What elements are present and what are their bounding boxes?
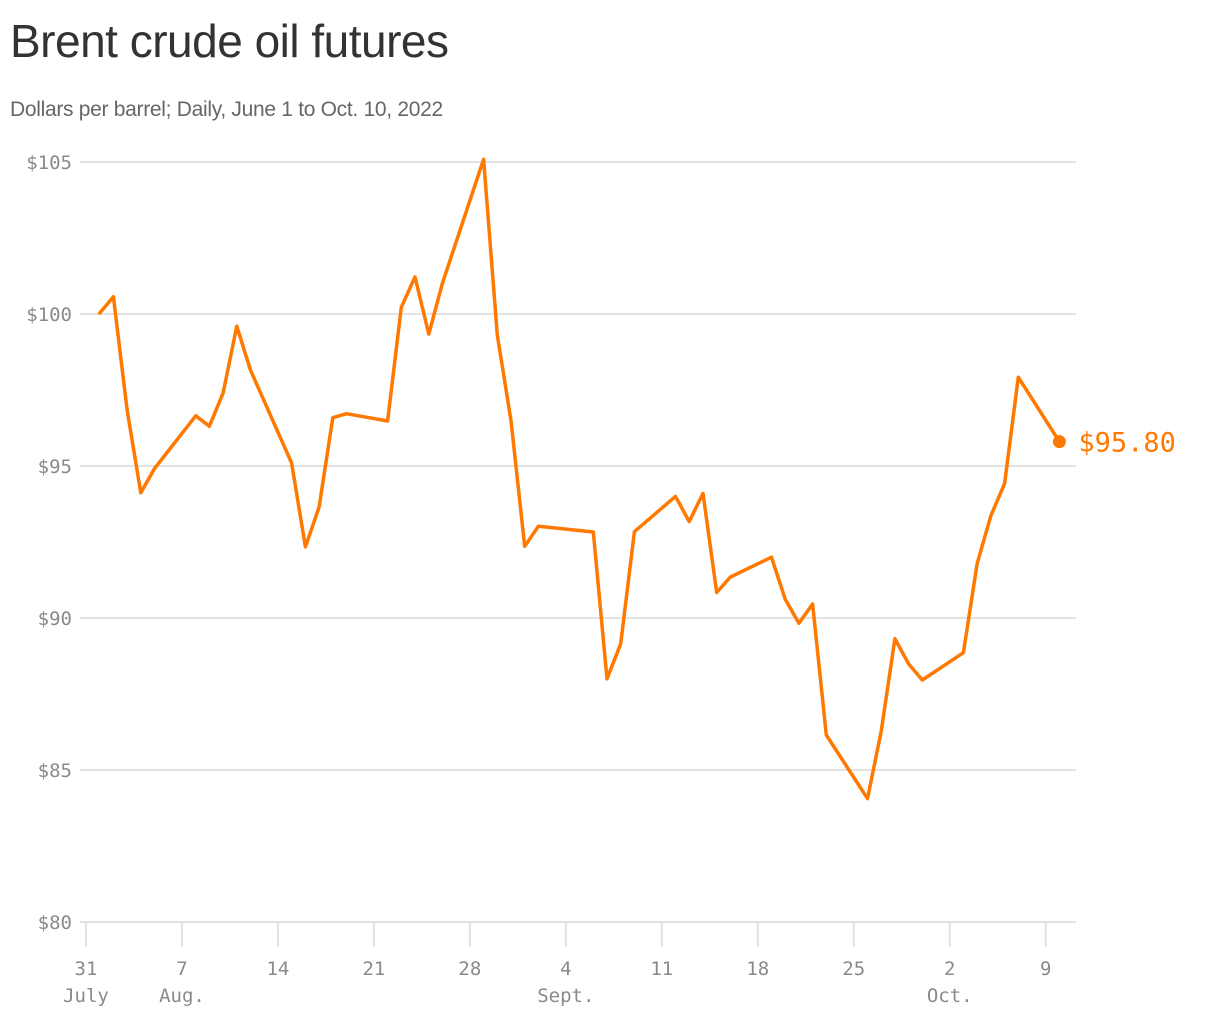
y-tick-label: $105: [26, 152, 72, 174]
x-tick-label: 25: [842, 958, 865, 980]
x-tick-label: 9: [1040, 958, 1051, 980]
y-tick-label: $85: [38, 760, 72, 782]
chart-title: Brent crude oil futures: [10, 15, 449, 67]
x-tick-label: 2: [944, 958, 955, 980]
y-tick-label: $80: [38, 912, 72, 934]
x-tick-label: 4: [560, 958, 571, 980]
x-axis: 31 July 7 Aug. 14 21 28 4 Sept. 11 18 25 2 Oct. 9: [63, 922, 1051, 1007]
x-month-label: July: [63, 985, 109, 1007]
end-point-marker: [1052, 435, 1066, 449]
x-tick-label: 31: [75, 958, 98, 980]
y-tick-label: $95: [38, 456, 72, 478]
y-tick-label: $90: [38, 608, 72, 630]
x-tick-label: 11: [650, 958, 673, 980]
x-tick-label: 28: [458, 958, 481, 980]
gridlines: [80, 161, 1076, 923]
x-month-label: Sept.: [537, 985, 594, 1007]
x-tick-label: 7: [176, 958, 187, 980]
x-month-label: Oct.: [927, 985, 973, 1007]
x-tick-label: 14: [266, 958, 289, 980]
chart-subtitle: Dollars per barrel; Daily, June 1 to Oct…: [10, 98, 443, 121]
x-month-label: Aug.: [159, 985, 205, 1007]
x-tick-label: 18: [746, 958, 769, 980]
y-tick-label: $100: [26, 304, 72, 326]
x-tick-label: 21: [362, 958, 385, 980]
price-line: [97, 157, 1062, 801]
end-value-label: $95.80: [1078, 428, 1176, 459]
y-axis: $105 $100 $95 $90 $85 $80: [26, 152, 72, 934]
